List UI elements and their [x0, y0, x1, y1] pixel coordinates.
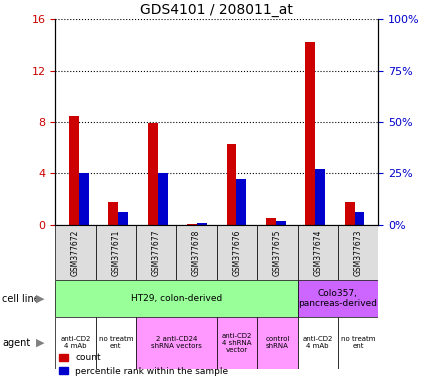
Bar	[276, 220, 286, 225]
Text: GSM377678: GSM377678	[192, 229, 201, 276]
Bar	[345, 202, 354, 225]
Bar	[315, 169, 325, 225]
Text: 2 anti-CD24
shRNA vectors: 2 anti-CD24 shRNA vectors	[151, 336, 202, 349]
FancyBboxPatch shape	[55, 317, 96, 369]
FancyBboxPatch shape	[338, 225, 378, 280]
Bar	[354, 212, 365, 225]
FancyBboxPatch shape	[257, 225, 298, 280]
Bar	[236, 179, 246, 225]
Text: anti-CD2
4 mAb: anti-CD2 4 mAb	[303, 336, 333, 349]
FancyBboxPatch shape	[298, 317, 338, 369]
FancyBboxPatch shape	[136, 317, 217, 369]
Text: control
shRNA: control shRNA	[265, 336, 289, 349]
Text: GSM377676: GSM377676	[232, 229, 241, 276]
Bar	[69, 116, 79, 225]
Text: cell line: cell line	[2, 294, 40, 304]
Text: GSM377674: GSM377674	[313, 229, 322, 276]
Text: GSM377672: GSM377672	[71, 229, 80, 276]
FancyBboxPatch shape	[298, 280, 378, 317]
FancyBboxPatch shape	[217, 317, 257, 369]
Text: GSM377673: GSM377673	[354, 229, 363, 276]
Bar	[197, 223, 207, 225]
FancyBboxPatch shape	[96, 225, 136, 280]
Text: GSM377675: GSM377675	[273, 229, 282, 276]
Text: no treatm
ent: no treatm ent	[341, 336, 375, 349]
FancyBboxPatch shape	[55, 225, 96, 280]
Text: anti-CD2
4 shRNA
vector: anti-CD2 4 shRNA vector	[222, 333, 252, 353]
Text: ▶: ▶	[36, 294, 45, 304]
FancyBboxPatch shape	[338, 317, 378, 369]
Legend: count, percentile rank within the sample: count, percentile rank within the sample	[56, 350, 232, 379]
Bar	[79, 173, 89, 225]
FancyBboxPatch shape	[55, 280, 298, 317]
FancyBboxPatch shape	[176, 225, 217, 280]
Text: Colo357,
pancreas-derived: Colo357, pancreas-derived	[298, 289, 377, 308]
FancyBboxPatch shape	[217, 225, 257, 280]
Bar	[227, 144, 236, 225]
Bar	[108, 202, 118, 225]
FancyBboxPatch shape	[136, 225, 176, 280]
FancyBboxPatch shape	[298, 225, 338, 280]
Text: GSM377677: GSM377677	[152, 229, 161, 276]
Bar	[118, 212, 128, 225]
Text: GSM377671: GSM377671	[111, 229, 120, 276]
Title: GDS4101 / 208011_at: GDS4101 / 208011_at	[140, 3, 293, 17]
Bar	[187, 224, 197, 225]
Text: ▶: ▶	[36, 338, 45, 348]
Bar	[266, 218, 276, 225]
Text: HT29, colon-derived: HT29, colon-derived	[131, 294, 222, 303]
FancyBboxPatch shape	[96, 317, 136, 369]
Text: no treatm
ent: no treatm ent	[99, 336, 133, 349]
Text: anti-CD2
4 mAb: anti-CD2 4 mAb	[60, 336, 91, 349]
Bar	[306, 42, 315, 225]
Bar	[148, 123, 158, 225]
Text: agent: agent	[2, 338, 30, 348]
FancyBboxPatch shape	[257, 317, 298, 369]
Bar	[158, 173, 167, 225]
